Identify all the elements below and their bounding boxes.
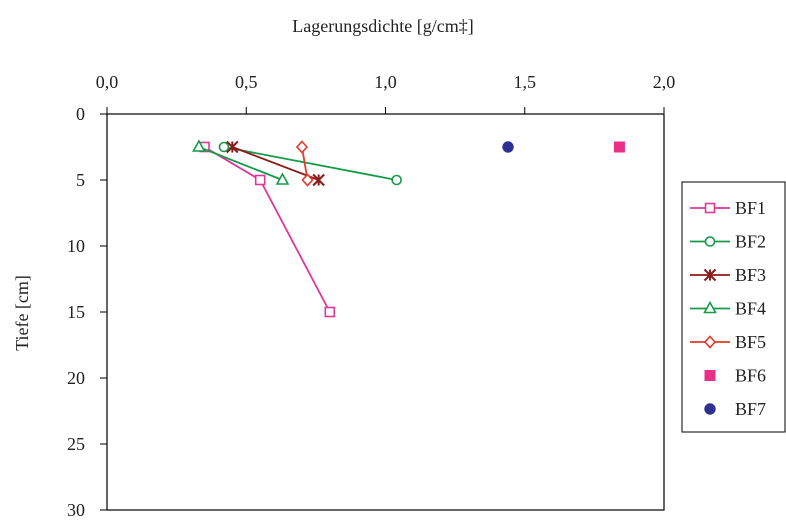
data-point [226, 140, 239, 154]
legend-box [681, 181, 786, 433]
legend-marker [704, 403, 716, 415]
data-point [324, 306, 336, 318]
y-tick-label: 15 [67, 302, 85, 322]
legend-label: BF5 [735, 332, 766, 352]
y-tick-label: 5 [76, 170, 85, 190]
data-point [218, 141, 230, 153]
legend-label: BF2 [735, 232, 766, 252]
data-point [275, 172, 290, 185]
legend-item-bf7: BF7 [704, 399, 766, 419]
legend-item-bf5: BF5 [690, 332, 766, 352]
x-tick-label: 2,0 [653, 72, 676, 92]
legend-item-bf1: BF1 [690, 198, 766, 218]
legend-marker [704, 370, 716, 381]
legend-marker [703, 335, 717, 349]
series-bf7 [502, 141, 514, 153]
x-tick-label: 1,0 [374, 72, 397, 92]
data-point [391, 174, 402, 186]
data-point [502, 141, 514, 153]
legend-item-bf4: BF4 [690, 299, 766, 319]
y-tick-label: 25 [67, 434, 85, 454]
legend-marker [704, 236, 716, 247]
legend-marker [703, 268, 717, 282]
data-point [295, 140, 309, 154]
x-tick-label: 0,5 [235, 72, 258, 92]
y-tick-label: 20 [67, 368, 85, 388]
data-point [192, 139, 206, 152]
data-point [312, 173, 325, 187]
legend-item-bf3: BF3 [690, 265, 766, 285]
legend: BF1 BF2 BF3 BF4 BF5 BF6 BF7 [681, 181, 786, 433]
y-tick-label: 10 [67, 236, 85, 256]
series-layer [192, 139, 625, 318]
series-line [232, 146, 319, 181]
legend-label: BF1 [735, 198, 766, 218]
series-bf6 [613, 141, 625, 153]
series-bf2 [218, 141, 402, 186]
y-axis-title: Tiefe [cm] [12, 275, 32, 351]
data-point [301, 173, 314, 187]
data-point [254, 174, 266, 186]
series-line [198, 146, 283, 181]
x-axis: 0,0 0,5 1,0 1,5 2,0 [96, 72, 676, 114]
y-axis: 0 5 10 15 20 25 30 [67, 104, 107, 520]
legend-label: BF4 [735, 299, 766, 319]
legend-item-bf2: BF2 [690, 232, 766, 252]
data-point [613, 141, 625, 153]
x-axis-title: Lagerungsdichte [g/cm‡] [292, 16, 473, 36]
y-tick-label: 30 [67, 500, 85, 520]
series-bf4 [192, 139, 290, 185]
series-bf3 [226, 140, 325, 187]
plot-area [106, 113, 665, 511]
legend-label: BF6 [735, 366, 766, 386]
legend-marker [703, 300, 717, 314]
legend-marker [704, 202, 716, 214]
legend-label: BF7 [735, 399, 766, 419]
y-tick-label: 0 [76, 104, 85, 124]
legend-label: BF3 [735, 265, 766, 285]
series-line [223, 146, 397, 181]
x-tick-label: 0,0 [96, 72, 119, 92]
x-tick-label: 1,5 [514, 72, 537, 92]
legend-item-bf6: BF6 [704, 366, 766, 386]
series-bf5 [295, 140, 314, 187]
